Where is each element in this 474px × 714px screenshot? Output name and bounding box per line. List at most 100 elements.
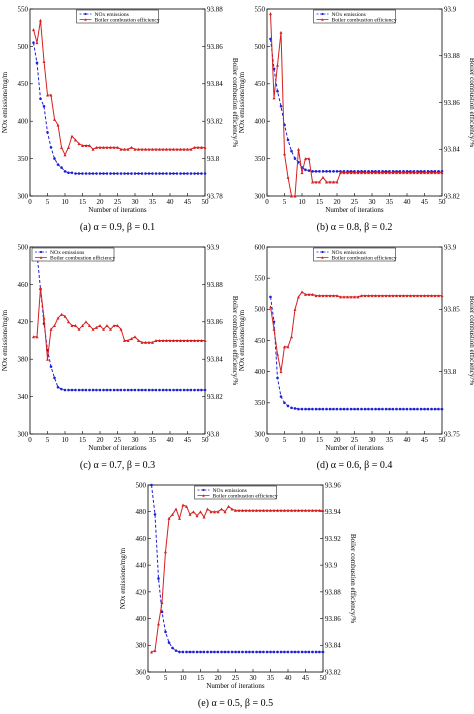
data-point — [126, 147, 130, 151]
data-point — [199, 650, 202, 654]
data-point — [171, 646, 174, 650]
data-point — [39, 18, 42, 22]
data-point — [74, 138, 77, 142]
x-tick-label: 30 — [369, 436, 377, 444]
data-point — [130, 388, 133, 392]
data-point — [251, 508, 255, 512]
y-tick-label: 420 — [136, 588, 147, 596]
chart-caption: (c) α = 0.7, β = 0.3 — [80, 460, 155, 471]
x-axis-title: Number of iterations — [88, 206, 147, 214]
legend-label: NOx emissions — [213, 488, 247, 494]
data-point — [102, 327, 105, 331]
data-point — [70, 324, 74, 328]
data-point — [272, 508, 276, 512]
data-point — [248, 508, 251, 512]
chart-svg-e: 0 5 10 15 20 25 30 35 40 45 50 360 380 400 420 440 460 48… — [119, 481, 357, 709]
data-point — [363, 171, 367, 175]
data-point — [335, 294, 339, 298]
data-point — [360, 407, 363, 411]
data-point — [430, 171, 433, 175]
x-axis-title: Number of iterations — [88, 444, 147, 452]
series-line-0 — [270, 38, 442, 172]
data-point — [188, 512, 192, 516]
x-tick-label: 20 — [97, 198, 105, 206]
data-point — [154, 147, 158, 151]
data-point — [178, 650, 181, 654]
data-point — [119, 388, 123, 392]
data-point — [32, 41, 35, 44]
data-point — [318, 294, 321, 298]
data-point — [321, 294, 325, 298]
y-tick-label: 460 — [136, 535, 147, 543]
data-point — [304, 508, 307, 512]
data-point — [67, 145, 70, 149]
data-point — [188, 650, 192, 654]
data-point — [286, 175, 290, 179]
y-tick-label: 400 — [18, 118, 29, 126]
data-point — [151, 147, 154, 151]
data-point — [248, 650, 251, 654]
data-point — [147, 147, 151, 151]
data-point — [81, 144, 84, 148]
legend-label: NOx emissions — [332, 12, 366, 18]
data-point — [63, 314, 67, 318]
data-point — [123, 147, 126, 151]
data-point — [283, 508, 286, 512]
y-tick-label: 440 — [136, 562, 147, 570]
y-tick-label: 500 — [255, 306, 266, 314]
data-point — [182, 147, 186, 151]
data-point — [402, 171, 405, 175]
x-tick-label: 0 — [28, 436, 32, 444]
data-point — [433, 171, 437, 175]
data-point — [172, 388, 175, 392]
data-point — [84, 144, 88, 148]
data-point — [88, 172, 91, 175]
data-point — [283, 401, 286, 405]
data-point — [283, 345, 286, 349]
y-tick-label: 340 — [18, 393, 29, 401]
x-tick-label: 40 — [404, 198, 412, 206]
data-point — [223, 650, 227, 654]
data-point — [423, 294, 426, 298]
data-point — [42, 59, 46, 63]
data-point — [91, 147, 95, 151]
data-point — [388, 171, 391, 175]
data-point — [116, 324, 119, 328]
chart-svg-a: 0 5 10 15 20 25 30 35 40 45 50 300 350 400 450 500 550 93… — [1, 5, 239, 233]
x-tick-label: 45 — [421, 436, 429, 444]
data-point — [255, 650, 258, 654]
data-point — [181, 650, 185, 654]
data-point — [293, 157, 297, 160]
x-tick-label: 5 — [283, 436, 287, 444]
data-point — [332, 294, 335, 298]
data-point — [213, 650, 216, 654]
data-point — [185, 650, 188, 654]
data-point — [168, 339, 172, 342]
data-point — [430, 407, 433, 411]
data-point — [276, 63, 279, 67]
data-point — [193, 339, 196, 342]
plot-frame — [29, 8, 206, 197]
data-point — [440, 294, 444, 298]
data-point — [98, 324, 102, 328]
data-point — [102, 172, 105, 175]
data-point — [332, 180, 335, 184]
legend-marker — [84, 18, 87, 21]
y-tick-label: 360 — [136, 668, 147, 676]
data-point — [269, 650, 272, 654]
x-tick-label: 0 — [28, 198, 32, 206]
data-point — [220, 650, 223, 654]
data-point — [335, 170, 339, 173]
data-point — [269, 508, 272, 512]
data-point — [32, 28, 35, 32]
data-point — [398, 171, 402, 175]
data-point — [102, 145, 105, 149]
data-point — [160, 601, 164, 605]
legend-label: NOx emissions — [95, 12, 129, 18]
y2-tick-label: 93.85 — [444, 306, 460, 314]
data-point — [230, 507, 234, 511]
data-point — [167, 641, 171, 644]
data-point — [227, 650, 230, 654]
legend-marker — [39, 256, 43, 259]
legend-marker — [39, 250, 43, 254]
